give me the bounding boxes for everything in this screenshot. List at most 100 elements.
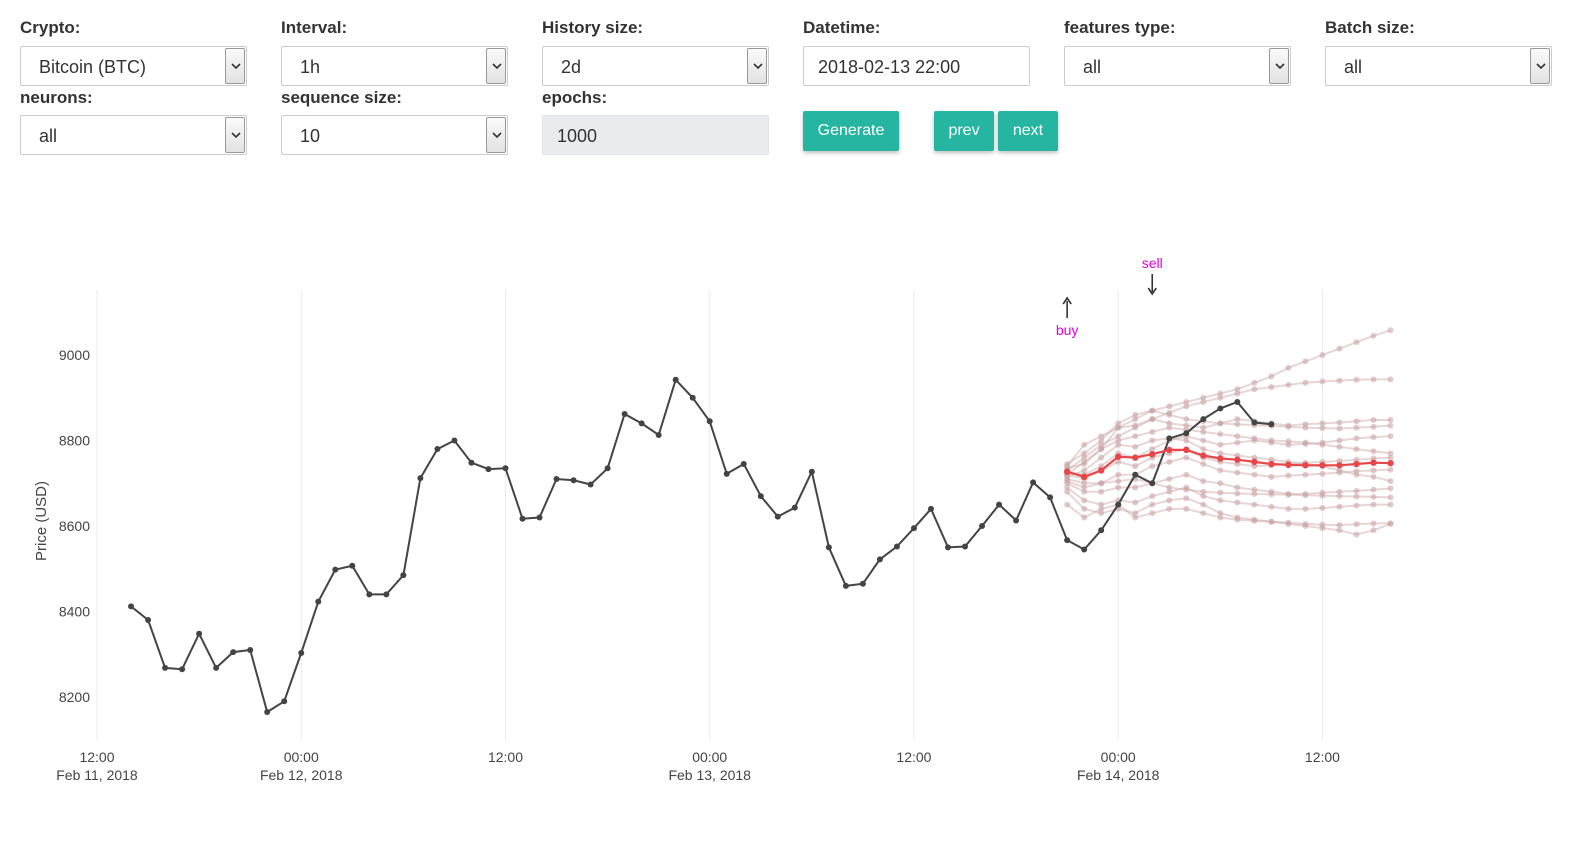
prediction-sample-point — [1251, 435, 1258, 442]
prediction-sample-point — [1183, 495, 1190, 502]
mean-prediction-point — [1200, 452, 1207, 459]
x-tick-date-label: Feb 14, 2018 — [1077, 767, 1160, 783]
actual-price-point — [1132, 471, 1139, 478]
prediction-sample-point — [1200, 501, 1207, 508]
mean-prediction-point — [1285, 461, 1292, 469]
chevron-down-icon — [225, 117, 245, 153]
prediction-sample-point — [1183, 426, 1190, 433]
y-tick-label: 8400 — [59, 604, 90, 620]
prediction-sample-point — [1268, 503, 1275, 510]
prediction-sample-point — [1234, 499, 1241, 506]
prediction-sample-point — [1064, 480, 1071, 487]
prediction-sample-point — [1336, 522, 1343, 529]
prediction-sample-point — [1166, 420, 1173, 427]
chevron-down-icon — [747, 48, 767, 84]
prediction-sample-point — [1285, 490, 1292, 497]
prediction-sample-point — [1115, 478, 1122, 485]
prediction-sample-point — [1268, 473, 1275, 480]
prediction-sample-point — [1285, 422, 1292, 429]
mean-prediction-point — [1115, 453, 1122, 460]
prediction-sample-point — [1251, 386, 1258, 393]
prediction-sample-point — [1081, 484, 1088, 491]
actual-price-point — [1251, 419, 1258, 426]
prediction-sample-line — [1066, 437, 1391, 483]
prediction-sample-point — [1268, 437, 1275, 444]
actual-price-point — [570, 477, 577, 484]
prediction-sample-point — [1217, 514, 1224, 521]
prediction-sample-point — [1370, 501, 1377, 508]
prediction-sample-point — [1319, 470, 1326, 477]
neurons-select[interactable]: all — [20, 115, 247, 155]
prediction-sample-point — [1370, 332, 1377, 339]
mean-prediction-point — [1234, 456, 1241, 463]
trade-annotations: buy sell — [1056, 255, 1163, 338]
prediction-sample-point — [1370, 423, 1377, 430]
prediction-sample-point — [1302, 471, 1309, 478]
actual-price-point — [298, 649, 305, 656]
prediction-sample-point — [1353, 424, 1360, 431]
sequence-size-select[interactable]: 10 — [281, 115, 508, 155]
prediction-sample-point — [1098, 446, 1105, 453]
mean-prediction-point — [1149, 450, 1156, 458]
buy-arrowhead-icon — [1062, 296, 1072, 305]
actual-price-point — [417, 475, 424, 482]
datetime-input[interactable]: 2018-02-13 22:00 — [803, 46, 1030, 86]
y-tick-label: 9000 — [59, 347, 90, 363]
batch-size-select[interactable]: all — [1325, 46, 1552, 86]
history-size-label: History size: — [542, 18, 644, 37]
x-tick-label: 12:00 — [488, 749, 523, 765]
actual-price-point — [179, 666, 186, 673]
prediction-sample-point — [1353, 446, 1360, 453]
actual-price-point — [1166, 435, 1173, 442]
prediction-sample-point — [1387, 416, 1394, 423]
prediction-sample-point — [1285, 520, 1292, 527]
neurons-label: neurons: — [20, 88, 93, 107]
prediction-sample-point — [1319, 425, 1326, 432]
prediction-sample-point — [1268, 518, 1275, 525]
crypto-select[interactable]: Bitcoin (BTC) — [20, 46, 247, 86]
prediction-sample-point — [1149, 501, 1156, 508]
features-type-select[interactable]: all — [1064, 46, 1291, 86]
interval-select[interactable]: 1h — [281, 46, 508, 86]
prediction-sample-point — [1183, 471, 1190, 478]
prediction-sample-point — [1302, 520, 1309, 527]
prediction-sample-point — [1319, 521, 1326, 528]
actual-price-point — [1200, 416, 1207, 423]
prediction-sample-point — [1302, 492, 1309, 499]
actual-price-point — [910, 525, 917, 532]
prediction-sample-point — [1302, 358, 1309, 365]
actual-price-point — [502, 465, 509, 472]
crypto-value: Bitcoin (BTC) — [39, 57, 147, 77]
mean-prediction-series — [1063, 446, 1394, 481]
prediction-sample-point — [1302, 523, 1309, 529]
prediction-sample-point — [1064, 467, 1071, 474]
prev-button[interactable]: prev — [934, 111, 994, 151]
prediction-sample-point — [1098, 480, 1105, 487]
mean-prediction-point — [1336, 462, 1343, 469]
prediction-sample-point — [1200, 461, 1207, 468]
prediction-samples — [1064, 327, 1394, 538]
prediction-sample-point — [1115, 505, 1122, 512]
chevron-down-icon — [225, 48, 245, 84]
generate-button[interactable]: Generate — [803, 111, 899, 151]
prediction-sample-point — [1081, 514, 1088, 521]
chevron-down-icon — [486, 48, 506, 84]
prediction-sample-point — [1370, 455, 1377, 462]
prediction-sample-point — [1353, 376, 1360, 383]
prediction-sample-point — [1370, 527, 1377, 534]
actual-price-point — [196, 630, 203, 637]
batch-size-label: Batch size: — [1325, 18, 1415, 37]
prediction-sample-point — [1319, 420, 1326, 427]
history-size-select[interactable]: 2d — [542, 46, 769, 86]
prediction-sample-point — [1132, 416, 1139, 423]
prediction-sample-point — [1200, 437, 1207, 444]
prediction-sample-point — [1115, 471, 1122, 478]
actual-price-point — [945, 544, 951, 551]
x-tick-label: 00:00 — [1101, 749, 1136, 765]
prediction-sample-line — [1066, 486, 1391, 510]
next-button[interactable]: next — [998, 111, 1058, 151]
prediction-sample-point — [1319, 525, 1326, 532]
prediction-sample-point — [1353, 339, 1360, 346]
prediction-sample-point — [1183, 486, 1190, 493]
prediction-sample-point — [1081, 505, 1088, 512]
